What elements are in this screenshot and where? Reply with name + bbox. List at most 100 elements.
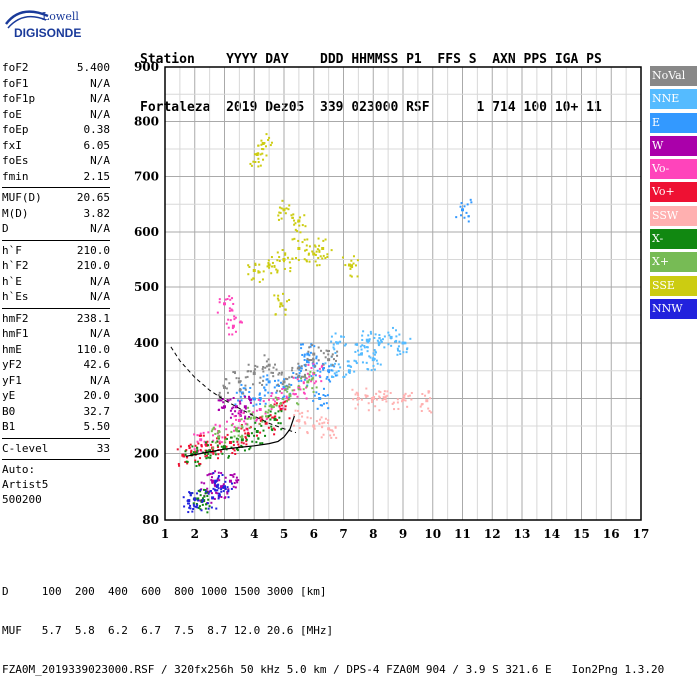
echo-speckle-vo- bbox=[292, 376, 295, 379]
echo-speckle-vo- bbox=[267, 416, 270, 419]
echo-speckle-sse bbox=[280, 217, 283, 220]
echo-point-nnw bbox=[214, 479, 218, 483]
param-label: D bbox=[2, 222, 9, 235]
param-row: B0 32.7 bbox=[2, 404, 110, 420]
echo-speckle-nne bbox=[355, 343, 358, 346]
echo-speckle-e bbox=[309, 345, 312, 348]
echo-speckle-w bbox=[220, 472, 223, 475]
echo-speckle-e bbox=[297, 380, 300, 383]
echo-speckle-nne bbox=[379, 363, 382, 366]
echo-speckle-vo- bbox=[226, 298, 229, 301]
echo-speckle-w bbox=[208, 473, 211, 476]
echo-speckle-w bbox=[235, 479, 238, 482]
echo-speckle-x- bbox=[308, 373, 311, 376]
echo-speckle-x- bbox=[288, 386, 291, 389]
echo-speckle-sse bbox=[278, 206, 281, 209]
echo-speckle-sse bbox=[278, 211, 281, 214]
echo-speckle-noval bbox=[296, 367, 299, 370]
echo-speckle-ssw bbox=[397, 407, 400, 410]
echo-speckle-ssw bbox=[330, 436, 333, 439]
echo-speckle-nne bbox=[355, 362, 358, 365]
echo-speckle-sse bbox=[286, 256, 289, 259]
param-value: 6.05 bbox=[83, 138, 111, 152]
echo-speckle-ssw bbox=[306, 431, 309, 434]
echo-speckle-x- bbox=[280, 428, 283, 431]
echo-speckle-w bbox=[229, 409, 232, 412]
echo-speckle-vo- bbox=[227, 326, 230, 329]
echo-speckle-nne bbox=[331, 369, 334, 372]
echo-speckle-vo- bbox=[274, 400, 277, 403]
footer-muf-row: MUF 5.7 5.8 6.2 6.7 7.5 8.7 12.0 20.6 [M… bbox=[2, 624, 334, 637]
parameter-panel: foF2 5.400 foF1 N/A foF1p N/A foE N/A foEp 0.38 fx… bbox=[2, 60, 110, 507]
echo-speckle-sse bbox=[296, 230, 299, 233]
echo-speckle-noval bbox=[307, 358, 310, 361]
echo-speckle-x- bbox=[267, 415, 270, 418]
echo-speckle-e bbox=[252, 397, 255, 400]
echo-speckle-e bbox=[460, 202, 463, 205]
echo-point-e bbox=[267, 380, 271, 384]
echo-speckle-nnw bbox=[222, 490, 225, 493]
echo-speckle-noval bbox=[322, 363, 325, 366]
echo-speckle-x- bbox=[248, 435, 251, 438]
echo-speckle-nne bbox=[366, 350, 369, 353]
echo-speckle-sse bbox=[303, 214, 306, 217]
echo-point-noval bbox=[282, 380, 286, 384]
echo-speckle-nnw bbox=[221, 474, 224, 477]
echo-speckle-vo- bbox=[228, 333, 231, 336]
echo-speckle-x- bbox=[278, 416, 281, 419]
echo-speckle-sse bbox=[289, 266, 292, 269]
echo-speckle-noval bbox=[246, 370, 249, 373]
echo-speckle-x- bbox=[205, 457, 208, 460]
echo-speckle-nne bbox=[333, 348, 336, 351]
echo-speckle-ssw bbox=[292, 424, 295, 427]
echo-speckle-sse bbox=[297, 258, 300, 261]
echo-point-e bbox=[312, 363, 316, 367]
echo-speckle-x- bbox=[234, 429, 237, 432]
echo-speckle-w bbox=[213, 497, 216, 500]
echo-speckle-e bbox=[310, 375, 313, 378]
echo-speckle-sse bbox=[278, 259, 281, 262]
echo-speckle-sse bbox=[268, 136, 271, 139]
echo-speckle-x- bbox=[297, 384, 300, 387]
echo-point-vo- bbox=[228, 441, 232, 444]
echo-speckle-x- bbox=[198, 505, 201, 508]
echo-speckle-nnw bbox=[206, 502, 209, 505]
echo-speckle-noval bbox=[304, 376, 307, 379]
echo-speckle-sse bbox=[318, 250, 321, 253]
echo-point-ssw bbox=[356, 397, 360, 400]
x-tick-label: 5 bbox=[280, 527, 288, 541]
x-tick-label: 14 bbox=[543, 527, 560, 541]
echo-point-nne bbox=[330, 363, 334, 367]
echo-speckle-e bbox=[259, 399, 262, 402]
echo-speckle-nne bbox=[361, 361, 364, 364]
param-row: fxI 6.05 bbox=[2, 138, 110, 154]
echo-speckle-e bbox=[259, 402, 262, 405]
echo-speckle-x- bbox=[194, 452, 197, 455]
echo-speckle-vo- bbox=[310, 367, 313, 370]
echo-speckle-sse bbox=[267, 262, 270, 265]
echo-speckle-noval bbox=[264, 366, 267, 369]
echo-speckle-w bbox=[217, 471, 220, 474]
echo-speckle-nne bbox=[361, 334, 364, 337]
echo-speckle-x- bbox=[199, 494, 202, 497]
echo-speckle-w bbox=[210, 501, 213, 504]
echo-speckle-vo- bbox=[200, 445, 203, 448]
echo-speckle-e bbox=[263, 394, 266, 397]
echo-speckle-vo- bbox=[292, 392, 295, 395]
echo-speckle-vo- bbox=[214, 423, 217, 426]
echo-speckle-noval bbox=[265, 360, 268, 363]
echo-speckle-vo- bbox=[231, 297, 234, 300]
echo-speckle-nne bbox=[339, 340, 342, 343]
echo-speckle-x- bbox=[250, 416, 253, 419]
echo-speckle-nne bbox=[369, 330, 372, 333]
echo-speckle-vo- bbox=[296, 378, 299, 381]
echo-point-vo- bbox=[231, 324, 235, 328]
echo-speckle-sse bbox=[289, 270, 292, 273]
echo-speckle-vo- bbox=[293, 389, 296, 392]
echo-speckle-w bbox=[221, 398, 224, 401]
echo-speckle-x- bbox=[200, 499, 203, 502]
header-columns: Station YYYY DAY DDD HHMMSS P1 FFS S AXN… bbox=[140, 52, 602, 67]
echo-speckle-e bbox=[294, 376, 297, 379]
echo-speckle-nne bbox=[337, 363, 340, 366]
echo-speckle-e bbox=[266, 378, 269, 381]
